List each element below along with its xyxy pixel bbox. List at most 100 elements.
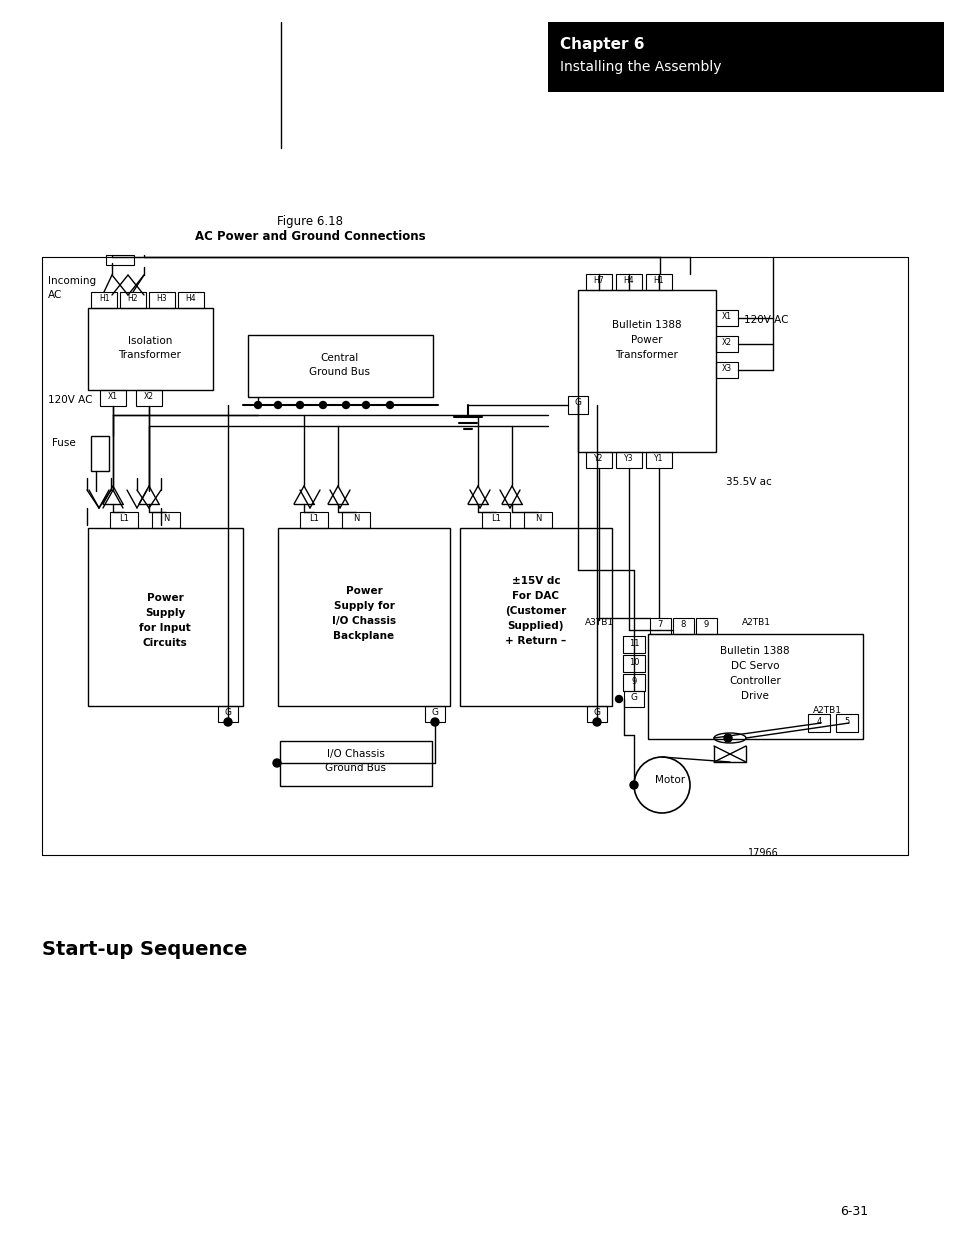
Text: G: G bbox=[593, 708, 599, 718]
Bar bbox=[622, 636, 644, 653]
Circle shape bbox=[274, 401, 281, 409]
Text: N: N bbox=[353, 514, 359, 522]
Text: Chapter 6: Chapter 6 bbox=[559, 37, 644, 52]
Text: 5: 5 bbox=[843, 718, 849, 726]
Bar bbox=[586, 706, 606, 722]
Bar bbox=[459, 529, 612, 706]
Text: for Input: for Input bbox=[139, 622, 191, 634]
Text: Power: Power bbox=[147, 593, 183, 603]
Bar bbox=[807, 714, 829, 732]
Text: Bulletin 1388: Bulletin 1388 bbox=[720, 646, 789, 656]
Text: 7: 7 bbox=[657, 620, 662, 629]
Bar bbox=[178, 291, 204, 308]
Bar bbox=[696, 618, 717, 634]
Text: For DAC: For DAC bbox=[512, 592, 558, 601]
Text: A3TB1: A3TB1 bbox=[584, 618, 614, 627]
Text: H3: H3 bbox=[156, 294, 167, 303]
Bar bbox=[647, 634, 862, 739]
Circle shape bbox=[342, 401, 349, 409]
Text: Drive: Drive bbox=[740, 692, 768, 701]
Text: X3: X3 bbox=[721, 364, 731, 373]
Text: X2: X2 bbox=[721, 338, 731, 347]
Bar bbox=[88, 308, 213, 390]
Text: Transformer: Transformer bbox=[118, 350, 181, 359]
Bar bbox=[152, 513, 180, 529]
Text: Controller: Controller bbox=[728, 676, 781, 685]
Bar bbox=[110, 513, 138, 529]
Text: 6-31: 6-31 bbox=[840, 1205, 867, 1218]
Bar bbox=[248, 335, 433, 396]
Text: 9: 9 bbox=[702, 620, 708, 629]
Text: H2: H2 bbox=[128, 294, 138, 303]
Text: 10: 10 bbox=[628, 658, 639, 667]
Circle shape bbox=[319, 401, 326, 409]
Circle shape bbox=[723, 734, 731, 742]
Text: ±15V dc: ±15V dc bbox=[511, 576, 559, 585]
Text: 11: 11 bbox=[628, 638, 639, 648]
Bar bbox=[136, 390, 162, 406]
Bar bbox=[672, 618, 693, 634]
Bar bbox=[91, 436, 109, 471]
Bar bbox=[616, 274, 641, 290]
Bar bbox=[299, 513, 328, 529]
Circle shape bbox=[224, 718, 232, 726]
Text: AC: AC bbox=[48, 290, 62, 300]
Text: 120V AC: 120V AC bbox=[743, 315, 788, 325]
Text: G: G bbox=[431, 708, 438, 718]
Circle shape bbox=[362, 401, 369, 409]
Text: (Customer: (Customer bbox=[505, 606, 566, 616]
Text: G: G bbox=[574, 398, 581, 408]
Text: Y3: Y3 bbox=[623, 454, 633, 463]
Bar bbox=[106, 254, 133, 266]
Bar bbox=[91, 291, 117, 308]
Bar bbox=[149, 291, 174, 308]
Bar bbox=[567, 396, 587, 414]
Bar bbox=[424, 706, 444, 722]
Text: Central: Central bbox=[320, 353, 358, 363]
Text: 35.5V ac: 35.5V ac bbox=[725, 477, 771, 487]
Circle shape bbox=[431, 718, 438, 726]
Circle shape bbox=[254, 401, 261, 409]
Text: Start-up Sequence: Start-up Sequence bbox=[42, 940, 247, 960]
Bar bbox=[645, 452, 671, 468]
Text: Power: Power bbox=[345, 585, 382, 597]
Text: Installing the Assembly: Installing the Assembly bbox=[559, 61, 720, 74]
Text: 8: 8 bbox=[679, 620, 685, 629]
Text: DC Servo: DC Servo bbox=[730, 661, 779, 671]
Text: Motor: Motor bbox=[655, 776, 684, 785]
Text: Fuse: Fuse bbox=[52, 438, 75, 448]
Bar bbox=[835, 714, 857, 732]
Bar bbox=[341, 513, 370, 529]
Text: Power: Power bbox=[631, 335, 662, 345]
Text: 17966: 17966 bbox=[747, 848, 778, 858]
Circle shape bbox=[615, 695, 622, 703]
Bar bbox=[547, 22, 943, 91]
Text: I/O Chassis: I/O Chassis bbox=[332, 616, 395, 626]
Text: H4: H4 bbox=[623, 275, 634, 285]
Bar bbox=[277, 529, 450, 706]
Text: Ground Bus: Ground Bus bbox=[309, 367, 370, 377]
Text: Incoming: Incoming bbox=[48, 275, 96, 287]
Bar bbox=[120, 291, 146, 308]
Text: Supply for: Supply for bbox=[334, 601, 394, 611]
Circle shape bbox=[593, 718, 600, 726]
Text: Isolation: Isolation bbox=[128, 336, 172, 346]
Bar bbox=[280, 741, 432, 785]
Text: L1: L1 bbox=[119, 514, 129, 522]
Text: H1: H1 bbox=[653, 275, 663, 285]
Text: Y1: Y1 bbox=[654, 454, 663, 463]
Text: 120V AC: 120V AC bbox=[48, 395, 92, 405]
Bar bbox=[481, 513, 510, 529]
Text: H4: H4 bbox=[186, 294, 196, 303]
Bar bbox=[622, 655, 644, 672]
Text: Bulletin 1388: Bulletin 1388 bbox=[612, 320, 681, 330]
Text: L1: L1 bbox=[491, 514, 500, 522]
Text: I/O Chassis: I/O Chassis bbox=[327, 748, 384, 760]
Circle shape bbox=[273, 760, 281, 767]
Text: 4: 4 bbox=[816, 718, 821, 726]
Circle shape bbox=[386, 401, 393, 409]
Bar bbox=[716, 336, 738, 352]
Text: 9: 9 bbox=[631, 677, 636, 685]
Text: L1: L1 bbox=[309, 514, 318, 522]
Text: Supplied): Supplied) bbox=[507, 621, 563, 631]
